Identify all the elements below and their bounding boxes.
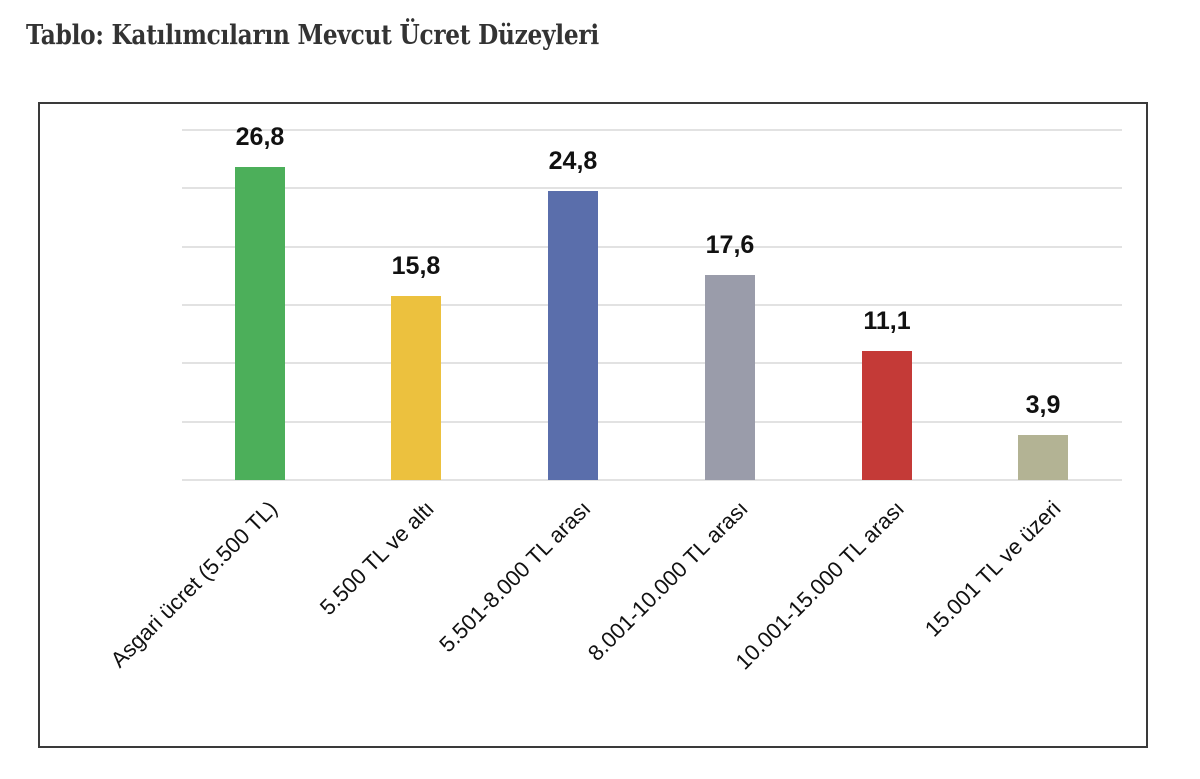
category-label: Asgari ücret (5.500 TL)	[105, 495, 283, 673]
bar-3	[548, 190, 598, 480]
bar-value-label: 17,6	[705, 230, 755, 259]
category-label: 5.501-8.000 TL arası	[434, 495, 596, 658]
bar-value-label: 11,1	[863, 306, 911, 335]
category-label: 15.001 TL ve üzeri	[919, 495, 1066, 642]
bar-2	[391, 295, 441, 480]
bar-5	[862, 350, 912, 480]
gridline	[182, 362, 1122, 365]
page-title: Tablo: Katılımcıların Mevcut Ücret Düzey…	[26, 20, 599, 51]
gridline	[182, 129, 1122, 131]
bar-chart: 26,8 Asgari ücret (5.500 TL) 15,8 5.500 TL …	[38, 102, 1148, 748]
bar-value-label: 3,9	[1025, 390, 1061, 419]
bar-6	[1018, 434, 1068, 480]
gridline	[182, 420, 1122, 423]
gridline	[182, 187, 1122, 190]
bar-1	[235, 167, 285, 480]
category-label: 8.001-10.000 TL arası	[582, 495, 753, 666]
category-label: 5.500 TL ve altı	[314, 495, 439, 620]
bar-value-label: 26,8	[235, 123, 285, 152]
bar-value-label: 24,8	[548, 146, 598, 175]
category-label: 10.001-15.000 TL arası	[730, 495, 909, 675]
bar-value-label: 15,8	[391, 251, 441, 280]
gridline	[182, 304, 1122, 306]
gridline	[182, 245, 1122, 248]
x-axis-baseline	[182, 479, 1122, 481]
bar-4	[705, 274, 755, 480]
